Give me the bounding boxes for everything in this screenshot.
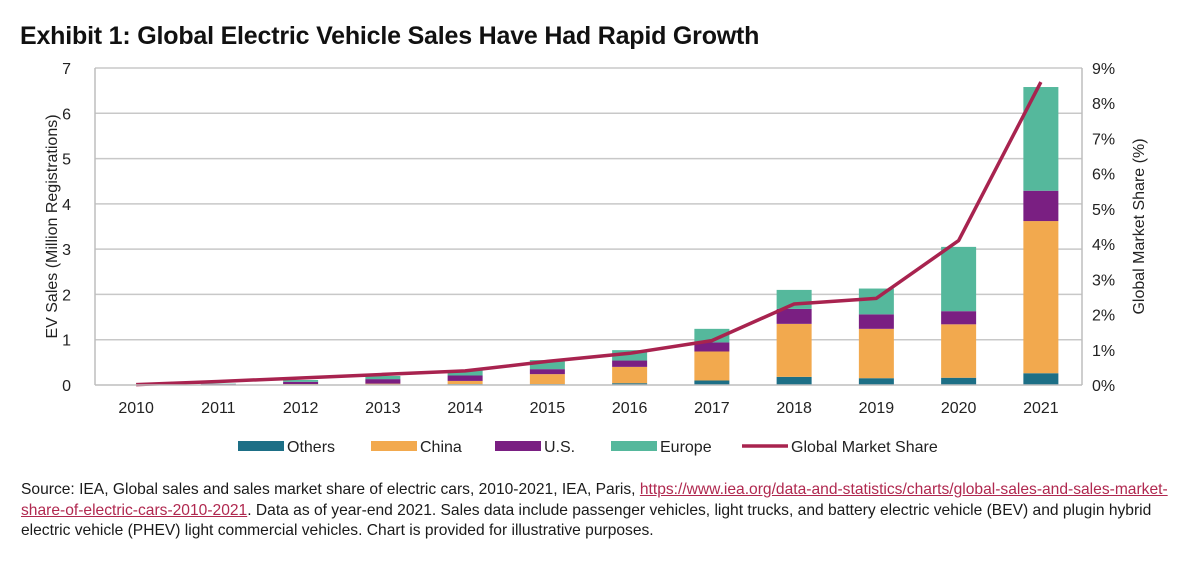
bar-china-2020: [941, 324, 977, 378]
bar-china-2018: [776, 323, 812, 377]
y2-axis-ticks: 0% 1% 2% 3% 4% 5% 6% 7% 8% 9%: [1092, 61, 1115, 395]
bar-europe-2019: [858, 288, 894, 315]
y-tick-label: 2: [62, 287, 71, 304]
bar-china-2017: [694, 351, 730, 381]
y-axis-label: EV Sales (Million Registrations): [44, 114, 61, 338]
bar-europe-2014: [447, 370, 483, 376]
bar-others-2019: [858, 378, 894, 385]
x-tick-label: 2019: [859, 400, 895, 417]
y-tick-label: 1: [62, 333, 71, 350]
bar-us-2020: [941, 311, 977, 325]
bar-china-2013: [365, 383, 401, 385]
y2-axis-label: Global Market Share (%): [1131, 138, 1148, 314]
legend-swatch-others: [238, 441, 284, 451]
x-tick-label: 2012: [283, 400, 319, 417]
x-tick-label: 2013: [365, 400, 401, 417]
y-axis-ticks: 0 1 2 3 4 5 6 7: [62, 61, 71, 395]
source-link[interactable]: https://www.iea.org/data-and-statistics/…: [21, 481, 1168, 519]
x-tick-label: 2020: [941, 400, 977, 417]
x-axis-ticks: 2010 2011 2012 2013 2014 2015 2016 2017 2018 2019…: [118, 400, 1058, 417]
bar-us-2016: [612, 360, 648, 367]
y2-tick-label: 2%: [1092, 308, 1115, 325]
source-prefix: Source: IEA, Global sales and sales mark…: [21, 481, 640, 498]
bar-europe-2020: [941, 246, 977, 312]
x-tick-label: 2015: [530, 400, 566, 417]
bar-others-2017: [694, 380, 730, 385]
x-tick-label: 2017: [694, 400, 730, 417]
y2-tick-label: 3%: [1092, 272, 1115, 289]
y2-tick-label: 7%: [1092, 131, 1115, 148]
bar-us-2012: [283, 381, 319, 385]
legend-label-u-s-: U.S.: [544, 439, 575, 456]
bar-us-2015: [529, 369, 565, 375]
bar-us-2019: [858, 314, 894, 329]
legend-swatch-china: [371, 441, 417, 451]
legend-label-china: China: [420, 439, 462, 456]
x-tick-label: 2018: [776, 400, 812, 417]
gridlines: [95, 67, 1082, 341]
y2-tick-label: 1%: [1092, 343, 1115, 360]
x-tick-label: 2010: [118, 400, 154, 417]
y-tick-label: 4: [62, 197, 71, 214]
legend-swatch-u-s-: [495, 441, 541, 451]
chart-title: Exhibit 1: Global Electric Vehicle Sales…: [20, 22, 760, 50]
bar-us-2018: [776, 308, 812, 324]
legend: Others China U.S. Europe Global Market Share: [238, 439, 938, 456]
source-suffix: . Data as of year-end 2021. Sales data i…: [21, 501, 1152, 540]
bars: [200, 87, 1059, 385]
market-share-line-group: [136, 81, 1043, 387]
legend-label-global-market-share: Global Market Share: [791, 439, 938, 456]
bar-china-2021: [1023, 221, 1059, 374]
bar-europe-2015: [529, 360, 565, 370]
x-tick-label: 2021: [1023, 400, 1059, 417]
bar-others-2018: [776, 376, 812, 385]
y2-tick-label: 4%: [1092, 237, 1115, 254]
x-tick-label: 2011: [201, 400, 236, 417]
y2-tick-label: 5%: [1092, 202, 1115, 219]
bar-us-2013: [365, 379, 401, 384]
bar-china-2014: [447, 380, 483, 385]
bar-europe-2013: [365, 375, 401, 380]
bar-others-2016: [612, 383, 648, 385]
y-tick-label: 6: [62, 106, 71, 123]
bar-china-2019: [858, 328, 894, 379]
source-note: Source: IEA, Global sales and sales mark…: [21, 480, 1186, 542]
y-tick-label: 5: [62, 152, 71, 169]
bar-europe-2018: [776, 289, 812, 309]
bar-europe-2012: [283, 380, 319, 382]
y2-tick-label: 8%: [1092, 96, 1115, 113]
market-share-line: [136, 81, 1043, 387]
bar-others-2021: [1023, 373, 1059, 385]
bar-others-2020: [941, 377, 977, 385]
y2-tick-label: 0%: [1092, 378, 1115, 395]
x-tick-label: 2014: [447, 400, 483, 417]
bar-china-2015: [529, 374, 565, 385]
bar-us-2021: [1023, 190, 1059, 222]
y-tick-label: 7: [62, 61, 71, 78]
bar-china-2016: [612, 366, 648, 384]
bar-europe-2017: [694, 328, 730, 343]
y2-tick-label: 6%: [1092, 167, 1115, 184]
y-tick-label: 0: [62, 378, 71, 395]
y-tick-label: 3: [62, 242, 71, 259]
bar-us-2017: [694, 342, 730, 352]
axes: [94, 68, 1083, 386]
x-tick-label: 2016: [612, 400, 648, 417]
y2-tick-label: 9%: [1092, 61, 1115, 78]
legend-label-europe: Europe: [660, 439, 712, 456]
legend-label-others: Others: [287, 439, 335, 456]
bar-europe-2016: [612, 350, 648, 361]
bar-us-2014: [447, 375, 483, 381]
legend-swatch-europe: [611, 441, 657, 451]
